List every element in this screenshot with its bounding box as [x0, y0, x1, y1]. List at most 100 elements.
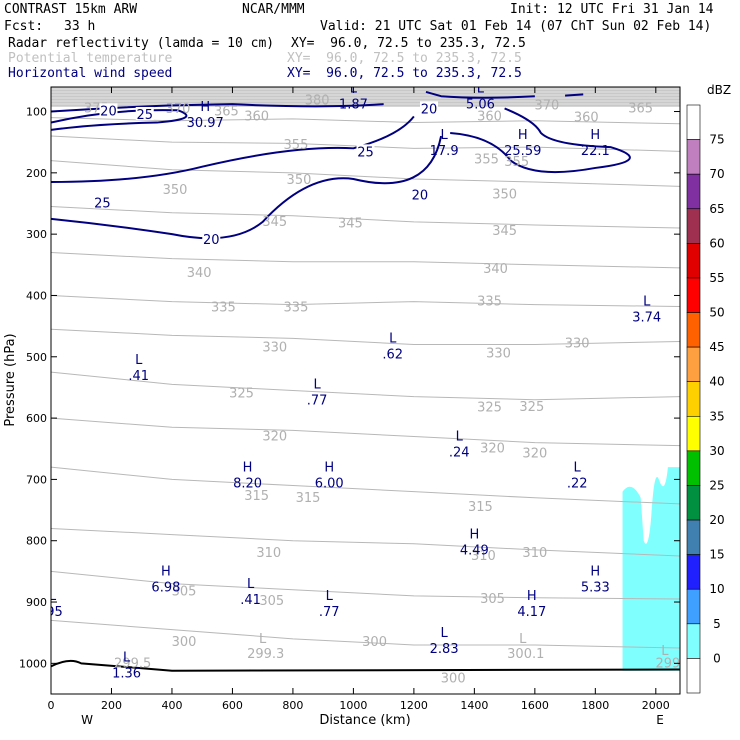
colorbar-level-label: 20: [709, 513, 724, 527]
wind-label-bg: [93, 195, 112, 209]
theta-contour-label: 360: [477, 109, 502, 124]
field-name-reflectivity: Radar reflectivity (lamda = 10 cm): [8, 36, 275, 51]
y-axis-label: Pressure (hPa): [3, 333, 18, 426]
y-tick-label: 400: [26, 289, 47, 302]
wind-contour: [425, 90, 535, 99]
colorbar-swatch: [686, 588, 701, 625]
theta-contour-label: 315: [296, 491, 321, 506]
x-tick-label: 400: [161, 699, 182, 712]
theta-extremum-label: L: [661, 644, 669, 659]
colorbar-swatch: [686, 658, 701, 694]
wind-contour: [450, 107, 631, 174]
field-name-theta: Potential temperature: [8, 51, 173, 66]
reflectivity-echo: [622, 467, 680, 671]
wind-extremum-value: 4.17: [517, 605, 546, 620]
x-tick-label: 1800: [581, 699, 609, 712]
colorbar-swatch: [686, 346, 701, 383]
theta-contour-label: 300: [362, 635, 387, 650]
theta-contour: [51, 371, 680, 401]
y-tick-label: 700: [26, 473, 47, 486]
wind-extremum-value: 30.97: [187, 116, 224, 131]
y-tick-label: 800: [26, 535, 47, 548]
wind-extremum-letter: H: [590, 128, 600, 143]
wind-extremum-letter: L: [441, 128, 449, 143]
colorbar-swatch: [686, 450, 701, 486]
wind-label-bg: [420, 101, 439, 115]
wind-extremum-letter: L: [313, 378, 321, 393]
y-tick-label: 500: [26, 351, 47, 364]
wind-extremum-letter: H: [200, 100, 210, 115]
wind-extremum-letter: L: [326, 589, 334, 604]
wind-extremum-value: .41: [128, 369, 149, 384]
theta-contour: [51, 417, 680, 447]
wind-extremum-letter: H: [161, 565, 171, 580]
colorbar-swatch: [686, 381, 701, 417]
wind-extremum-value: 5.06: [466, 97, 495, 112]
theta-contour-label: 370: [166, 102, 191, 117]
wind-extremum-letter: L: [247, 577, 255, 592]
theta-contour-label: 300.1: [507, 647, 544, 662]
theta-contour: [51, 117, 680, 125]
field-name-wind: Horizontal wind speed: [8, 66, 173, 81]
colorbar-swatch: [686, 554, 701, 590]
colorbar-swatch: [686, 104, 701, 140]
fcst-label: Fcst:: [4, 19, 44, 34]
theta-contour-label: 330: [486, 347, 511, 362]
theta-contour-label: 325: [229, 387, 254, 402]
colorbar-level-label: 35: [709, 409, 724, 423]
wind-extremum-value: 1.87: [339, 97, 368, 112]
colorbar-swatch: [686, 312, 701, 348]
wind-contour-label: 20: [421, 102, 438, 117]
wind-extremum-value: .41: [240, 593, 261, 608]
model-title: CONTRAST 15km ARW: [4, 2, 138, 17]
colorbar-swatch: [686, 415, 701, 452]
wind-contour-label: 20: [203, 233, 220, 248]
theta-contour-label: 365: [628, 101, 653, 116]
theta-contour-label: 340: [187, 266, 212, 281]
y-tick-label: 600: [26, 412, 47, 425]
wind-extremum-letter: L: [643, 295, 651, 310]
theta-contour-label: 315: [468, 500, 493, 515]
theta-contour-label: 320: [262, 429, 287, 444]
theta-contour-label: 305: [480, 592, 505, 607]
wind-extremum-value: 5.33: [581, 581, 610, 596]
theta-contour: [51, 160, 680, 187]
colorbar-level-label: 0: [713, 651, 721, 665]
wind-contour-label: 20: [412, 188, 429, 203]
wind-extremum-letter: H: [469, 528, 479, 543]
wind-label-bg: [99, 103, 118, 117]
x-tick-label: 800: [282, 699, 303, 712]
colorbar-level-label: 75: [709, 133, 724, 147]
theta-contour: [51, 252, 680, 269]
theta-contour-label: 345: [492, 224, 517, 239]
wind-extremum-letter: L: [389, 332, 397, 347]
wind-extremum-letter: H: [527, 589, 537, 604]
colorbar-swatch: [686, 173, 701, 210]
theta-contour-label: 320: [522, 447, 547, 462]
theta-contour-label: 300: [441, 672, 466, 687]
y-tick-label: 100: [26, 106, 47, 119]
theta-contour-label: 305: [172, 585, 197, 600]
wind-extremum-value: 25.59: [504, 144, 541, 159]
colorbar-level-label: 5: [713, 617, 721, 631]
wind-extremum-value: 2.83: [430, 642, 459, 657]
x-tick-label: 0: [48, 699, 55, 712]
x-tick-label: 200: [101, 699, 122, 712]
wind-extremum-letter: L: [123, 650, 131, 665]
x-tick-label: 1600: [521, 699, 549, 712]
theta-contour: [51, 527, 680, 557]
x-tick-label: 1000: [339, 699, 367, 712]
y-tick-label: 300: [26, 228, 47, 241]
wind-extremum-letter: H: [324, 460, 334, 475]
colorbar-swatch: [686, 139, 701, 175]
x-tick-label: 600: [222, 699, 243, 712]
theta-contour-label: 355: [284, 138, 309, 153]
x-tick-label: 1400: [460, 699, 488, 712]
theta-contour-label: 355: [504, 155, 529, 170]
colorbar-swatch: [686, 485, 701, 521]
plot-frame: [50, 86, 681, 695]
y-tick-label: 1000: [19, 657, 47, 670]
colorbar-swatch: [686, 277, 701, 313]
